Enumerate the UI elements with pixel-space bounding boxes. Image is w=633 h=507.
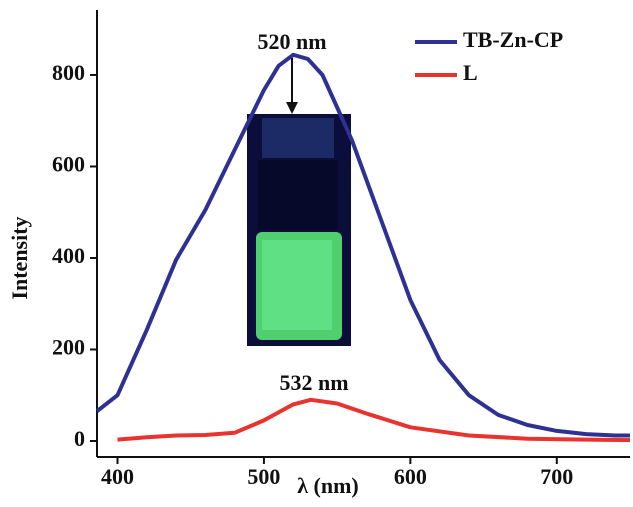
y-axis-label: Intensity — [7, 216, 32, 299]
y-tick-label: 200 — [52, 335, 85, 360]
x-axis-label: λ (nm) — [297, 473, 359, 498]
series-line — [117, 397, 631, 443]
annotation: 532 nm — [279, 370, 348, 395]
annotation: 520 nm — [257, 29, 326, 54]
legend-label: L — [463, 60, 478, 85]
x-tick-label: 700 — [540, 464, 573, 489]
x-tick-label: 400 — [101, 464, 134, 489]
inset-photo — [247, 114, 351, 346]
series-line — [95, 52, 630, 438]
x-tick-label: 500 — [247, 464, 280, 489]
x-tick-label: 600 — [394, 464, 427, 489]
y-tick-label: 800 — [52, 60, 85, 85]
annotation-arrowhead — [286, 102, 298, 114]
y-tick-label: 0 — [74, 426, 85, 451]
legend-label: TB-Zn-CP — [463, 27, 563, 52]
y-tick-label: 400 — [52, 243, 85, 268]
y-tick-label: 600 — [52, 152, 85, 177]
